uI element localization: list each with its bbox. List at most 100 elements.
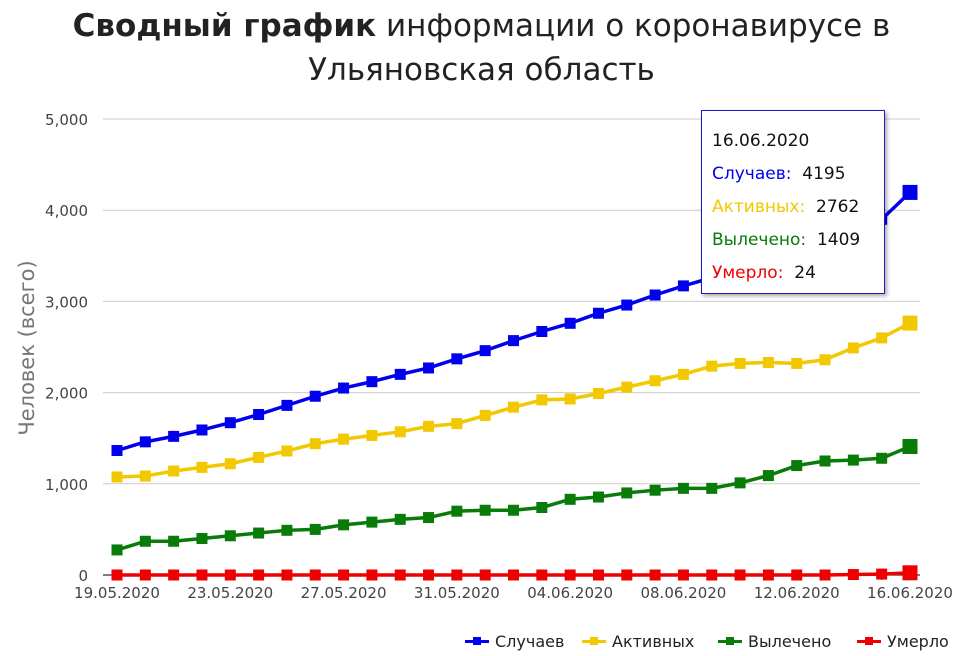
legend-marker-deaths — [857, 636, 881, 645]
series-line-active — [116, 321, 911, 479]
data-point-deaths — [564, 569, 576, 581]
chart-title: Сводный график информации о коронавирусе… — [0, 4, 963, 92]
data-point-recovered — [423, 512, 435, 524]
data-point-active — [338, 433, 350, 445]
tooltip-row-deaths: Умерло: 24 — [712, 257, 874, 290]
data-point-deaths — [508, 569, 519, 581]
y-tick-label: 0 — [78, 567, 88, 585]
data-point-cases — [677, 280, 689, 292]
tooltip-date: 16.06.2020 — [712, 131, 810, 151]
data-point-recovered — [649, 484, 661, 496]
data-point-recovered — [734, 477, 746, 489]
tooltip-row-cases: Случаев: 4195 — [712, 158, 874, 191]
data-point-recovered — [706, 482, 718, 494]
data-point-active — [253, 451, 265, 463]
data-point-deaths — [592, 569, 604, 581]
data-point-cases — [649, 289, 661, 301]
x-tick-label: 08.06.2020 — [640, 584, 726, 602]
data-point-active — [876, 332, 888, 344]
tooltip-value-recovered: 1409 — [816, 230, 861, 250]
legend-label-active: Активных — [612, 631, 695, 651]
x-tick-label: 19.05.2020 — [74, 584, 160, 602]
data-point-deaths — [649, 569, 661, 581]
series-deaths — [111, 565, 918, 581]
data-point-deaths — [762, 569, 774, 581]
data-point-active — [423, 420, 435, 432]
chart-title-bold: Сводный график — [72, 8, 377, 44]
data-point-recovered — [196, 533, 208, 545]
legend-marker-active — [582, 636, 606, 645]
data-point-deaths — [876, 568, 888, 580]
data-point-cases — [139, 436, 151, 448]
data-point-recovered — [139, 535, 151, 547]
data-point-deaths — [366, 569, 378, 581]
data-point-deaths — [394, 569, 406, 581]
data-point-cases — [338, 382, 350, 394]
data-point-active — [508, 401, 519, 413]
data-point-recovered — [338, 519, 350, 531]
series-group — [111, 184, 918, 581]
data-point-cases — [281, 399, 293, 411]
data-point-active — [621, 381, 633, 393]
data-point-active — [762, 357, 774, 369]
legend-item-recovered[interactable]: Вылечено — [718, 629, 831, 653]
tooltip: 16.06.2020 Случаев: 4195 Активных: 2762 … — [701, 110, 885, 294]
data-point-cases — [224, 417, 236, 429]
data-point-deaths — [621, 569, 633, 581]
chart-title-line2: Ульяновская область — [308, 52, 655, 88]
data-point-deaths — [111, 569, 123, 581]
data-point-cases — [536, 325, 548, 337]
series-active — [111, 315, 918, 483]
x-tick-label: 12.06.2020 — [754, 584, 840, 602]
data-point-recovered — [394, 513, 406, 525]
data-point-cases — [564, 317, 576, 329]
data-point-cases — [902, 184, 918, 200]
x-tick-label: 23.05.2020 — [187, 584, 273, 602]
tooltip-row-active: Активных: 2762 — [712, 191, 874, 224]
data-point-recovered — [366, 516, 378, 528]
data-point-deaths — [423, 569, 435, 581]
data-point-active — [592, 388, 604, 400]
data-point-cases — [423, 362, 435, 374]
data-point-recovered — [111, 544, 123, 556]
data-point-cases — [592, 307, 604, 319]
data-point-deaths — [734, 569, 746, 581]
x-tick-label: 27.05.2020 — [301, 584, 387, 602]
data-point-active — [819, 354, 831, 366]
y-tick-label: 3,000 — [45, 293, 88, 311]
data-point-recovered — [451, 505, 463, 517]
data-point-recovered — [479, 504, 491, 516]
data-point-active — [168, 465, 180, 477]
data-point-deaths — [847, 569, 859, 581]
data-point-deaths — [196, 569, 208, 581]
data-point-active — [111, 471, 123, 483]
x-tick-label: 04.06.2020 — [527, 584, 613, 602]
data-point-cases — [309, 390, 321, 402]
chart-title-rest: информации о коронавирусе в — [376, 8, 891, 44]
data-point-recovered — [536, 502, 548, 514]
data-point-deaths — [281, 569, 293, 581]
legend-label-recovered: Вылечено — [748, 631, 832, 651]
data-point-deaths — [139, 569, 151, 581]
data-point-active — [309, 438, 321, 450]
tooltip-row-recovered: Вылечено: 1409 — [712, 224, 874, 257]
y-tick-label: 1,000 — [45, 476, 88, 494]
tooltip-value-deaths: 24 — [794, 263, 816, 283]
legend-item-cases[interactable]: Случаев — [465, 629, 564, 653]
data-point-active — [394, 426, 406, 438]
data-point-deaths — [253, 569, 265, 581]
tooltip-value-active: 2762 — [816, 197, 860, 217]
data-point-recovered — [281, 524, 293, 536]
data-point-active — [196, 461, 208, 473]
y-tick-label: 5,000 — [45, 111, 88, 129]
data-point-active — [224, 458, 236, 470]
data-point-deaths — [791, 569, 803, 581]
legend-item-deaths[interactable]: Умерло — [857, 629, 949, 653]
data-point-cases — [168, 430, 180, 442]
tooltip-value-cases: 4195 — [802, 164, 846, 184]
data-point-deaths — [338, 569, 350, 581]
legend-item-active[interactable]: Активных — [582, 629, 694, 653]
tooltip-label-deaths: Умерло: — [712, 263, 784, 283]
data-point-deaths — [677, 569, 689, 581]
